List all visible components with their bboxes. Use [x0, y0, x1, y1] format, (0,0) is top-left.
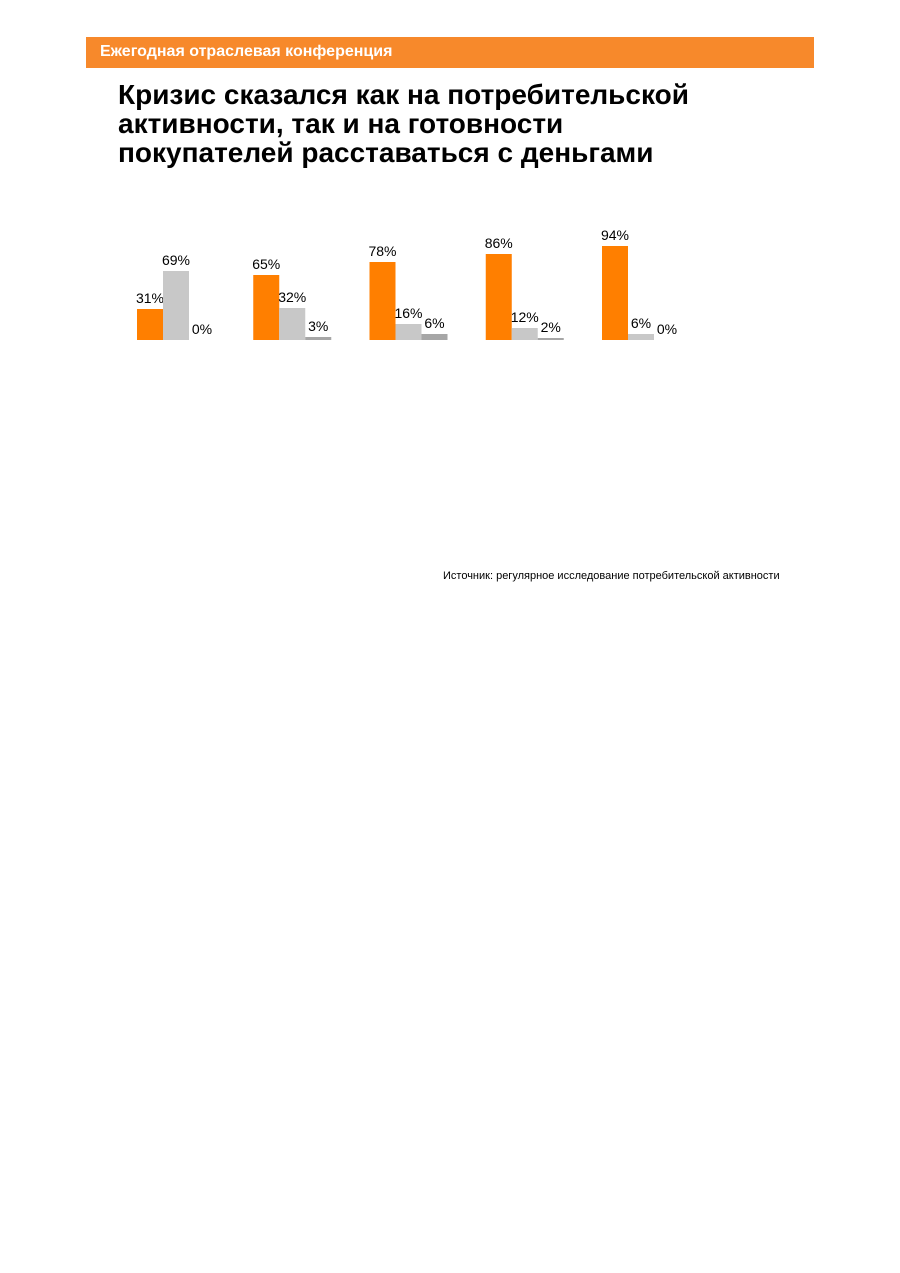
bar-group-4-series-3	[537, 338, 564, 340]
data-label-group-4-series-1: 86%	[485, 235, 513, 251]
data-label-group-2-series-2: 32%	[278, 289, 306, 305]
slide-title: Кризис сказался как на потребительской а…	[118, 80, 798, 167]
bar-group-3-series-2	[395, 324, 422, 340]
header-label: Ежегодная отраслевая конференция	[100, 43, 393, 60]
data-label-group-1-series-3: 0%	[192, 321, 212, 337]
data-label-group-3-series-1: 78%	[368, 243, 396, 259]
data-label-group-1-series-2: 69%	[162, 252, 190, 268]
bar-group-5-series-1	[602, 246, 628, 340]
bar-group-5-series-2	[628, 334, 654, 340]
bar-group-4-series-1	[485, 254, 512, 340]
bar-group-2-series-3	[305, 337, 332, 340]
bar-group-2-series-2	[279, 308, 306, 340]
data-label-group-1-series-1: 31%	[136, 290, 164, 306]
data-label-group-3-series-3: 6%	[424, 315, 444, 331]
data-label-group-2-series-3: 3%	[308, 318, 328, 334]
data-label-group-3-series-2: 16%	[394, 305, 422, 321]
header-bar: Ежегодная отраслевая конференция	[86, 37, 814, 68]
bar-group-4-series-2	[511, 328, 538, 340]
bar-group-1-series-1	[137, 309, 163, 340]
bar-group-3-series-1	[369, 262, 396, 340]
data-label-group-4-series-2: 12%	[511, 309, 539, 325]
bar-group-3-series-3	[421, 334, 448, 340]
source-note: Источник: регулярное исследование потреб…	[443, 570, 780, 582]
slide-title-line-3: покупателей расставаться с деньгами	[118, 137, 654, 168]
bar-group-1-series-2	[163, 271, 189, 340]
bar-chart: 31%69%0%65%32%3%78%16%6%86%12%2%94%6% 0%	[136, 227, 677, 340]
bar-group-2-series-1	[253, 275, 280, 340]
data-label-group-2-series-1: 65%	[252, 256, 280, 272]
data-label-group-5-series-2: 6%	[631, 315, 651, 331]
slide-title-line-1: Кризис сказался как на потребительской	[118, 79, 689, 110]
data-label-group-4-series-3: 2%	[541, 319, 561, 335]
slide-title-line-2: активности, так и на готовности	[118, 108, 564, 139]
data-label-group-5-series-3: 0%	[657, 321, 677, 337]
data-label-group-5-series-1: 94%	[601, 227, 629, 243]
